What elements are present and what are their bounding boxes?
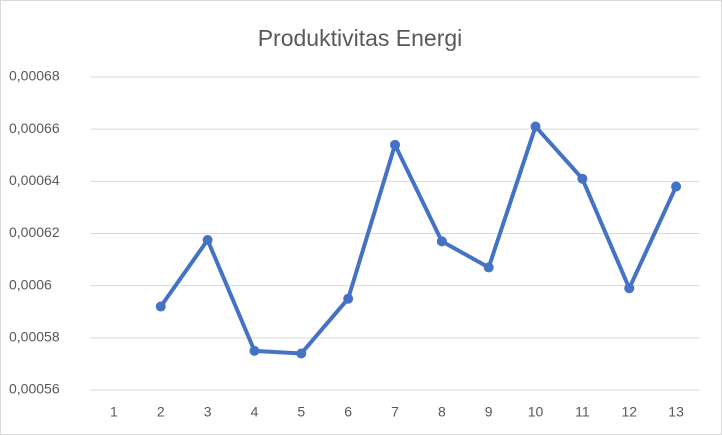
y-tick-label: 0,0006	[9, 276, 52, 292]
y-tick-label: 0,00056	[9, 381, 60, 397]
x-tick-label: 3	[204, 404, 212, 420]
x-tick-label: 6	[344, 404, 352, 420]
x-tick-label: 7	[391, 404, 399, 420]
series-line	[158, 124, 679, 356]
x-tick-label: 1	[110, 404, 118, 420]
data-point	[671, 181, 682, 192]
x-tick-label: 4	[251, 404, 259, 420]
data-point	[577, 173, 588, 184]
data-point	[390, 139, 400, 150]
data-point	[483, 262, 494, 273]
data-point	[343, 293, 354, 304]
chart-title: Produktivitas Energi	[258, 25, 463, 51]
y-tick-label: 0,00064	[9, 172, 60, 188]
x-tick-label: 5	[297, 404, 305, 420]
x-tick-label: 10	[528, 404, 544, 420]
y-tick-label: 0,00062	[9, 224, 60, 240]
x-tick-label: 2	[157, 404, 165, 420]
y-tick-label: 0,00066	[9, 120, 60, 136]
data-point	[296, 348, 307, 359]
data-point	[202, 235, 213, 246]
data-point	[436, 236, 447, 247]
x-tick-label: 12	[621, 404, 637, 420]
x-tick-label: 8	[438, 404, 446, 420]
y-tick-label: 0,00058	[9, 329, 60, 345]
x-tick-label: 9	[485, 404, 493, 420]
x-tick-label: 13	[668, 404, 684, 420]
data-point	[249, 345, 260, 356]
x-tick-label: 11	[575, 404, 590, 420]
data-point	[624, 283, 635, 294]
data-point	[155, 301, 166, 312]
y-tick-label: 0,00068	[9, 68, 60, 84]
data-point	[530, 121, 541, 132]
